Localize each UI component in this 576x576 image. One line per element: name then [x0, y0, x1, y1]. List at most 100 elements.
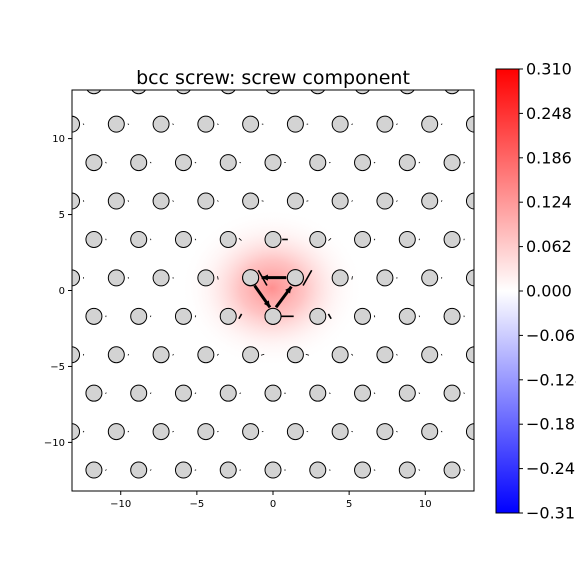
displacement-arrow — [194, 469, 197, 471]
core-atom — [242, 269, 260, 287]
displacement-arrow — [194, 315, 197, 318]
atom — [107, 346, 125, 364]
displacement-arrow — [418, 469, 421, 471]
atom — [376, 192, 394, 210]
atom — [399, 90, 415, 95]
atom — [376, 269, 394, 287]
displacement-arrow — [351, 276, 353, 280]
atom — [197, 192, 215, 210]
core-arrow-head — [285, 286, 292, 294]
colorbar: 0.310 0.248 0.186 0.124 0.062 0.000 −0.062 −0.1… — [495, 60, 576, 523]
displacement-arrow — [194, 238, 197, 241]
atom — [331, 115, 349, 133]
atom — [398, 230, 416, 248]
core-atom — [264, 307, 282, 325]
atom — [72, 346, 81, 364]
atom — [197, 269, 215, 287]
atom — [219, 307, 237, 325]
displacement-arrow — [194, 161, 197, 164]
colorbar-tick-label: 0.248 — [526, 104, 572, 123]
atom — [309, 461, 327, 479]
displacement-arrow — [127, 123, 130, 125]
atom — [286, 115, 304, 133]
atom — [176, 90, 191, 95]
atom — [331, 346, 349, 364]
displacement-arrow — [396, 430, 398, 433]
displacement-arrow — [149, 392, 152, 395]
atom — [174, 154, 192, 172]
colorbar-tick-label: 0.186 — [526, 148, 572, 167]
atom — [286, 346, 304, 364]
atom — [174, 461, 192, 479]
atom — [130, 461, 148, 479]
displacement-arrow — [216, 353, 219, 356]
atom — [421, 115, 439, 133]
core-atom — [286, 269, 304, 287]
atom — [86, 90, 102, 95]
x-tick-label: 10 — [419, 499, 432, 510]
atom — [264, 384, 282, 402]
atom — [219, 461, 237, 479]
atom — [219, 154, 237, 172]
atom — [354, 384, 372, 402]
displacement-arrow — [351, 353, 354, 356]
displacement-arrow — [418, 161, 421, 164]
displacement-arrow — [172, 123, 174, 125]
atom — [286, 423, 304, 441]
atom — [465, 115, 474, 133]
atom — [130, 230, 148, 248]
atom — [443, 384, 461, 402]
atom — [219, 230, 237, 248]
displacement-arrow — [105, 161, 107, 164]
atom — [107, 192, 125, 210]
atom — [309, 307, 327, 325]
atom — [331, 423, 349, 441]
displacement-arrow — [440, 123, 443, 125]
atom — [197, 115, 215, 133]
displacement-arrow — [327, 313, 332, 320]
displacement-arrow — [302, 269, 313, 286]
x-tick-label: 5 — [346, 499, 352, 510]
atom — [444, 90, 460, 95]
atom — [242, 423, 260, 441]
atom — [376, 115, 394, 133]
screw-field-core — [180, 208, 364, 368]
displacement-arrow — [217, 276, 219, 280]
displacement-arrow — [328, 392, 331, 394]
atom — [220, 90, 236, 95]
atom — [309, 154, 327, 172]
atom — [398, 461, 416, 479]
y-tick-label: 10 — [52, 134, 65, 145]
atom-layer — [72, 90, 474, 479]
displacement-arrow — [105, 469, 107, 471]
atom — [72, 269, 81, 287]
x-axis: −10 −5 0 5 10 — [110, 491, 432, 510]
displacement-arrow — [419, 85, 420, 86]
atom — [197, 346, 215, 364]
y-tick-label: −10 — [44, 438, 65, 449]
atom — [355, 90, 370, 95]
atom — [130, 384, 148, 402]
atom — [421, 269, 439, 287]
atom — [107, 269, 125, 287]
x-tick-label: −10 — [110, 499, 131, 510]
atom — [421, 346, 439, 364]
atom — [421, 423, 439, 441]
displacement-arrow — [82, 200, 85, 202]
displacement-arrow — [441, 353, 443, 356]
atom — [443, 307, 461, 325]
atom — [354, 461, 372, 479]
core-arrow-head — [261, 274, 268, 281]
displacement-arrow — [105, 392, 107, 395]
displacement-arrow — [149, 161, 152, 164]
atom — [152, 192, 170, 210]
colorbar-tick-label: −0.248 — [526, 459, 576, 478]
atom — [85, 230, 103, 248]
displacement-arrow — [194, 392, 197, 394]
colorbar-tick-label: −0.310 — [526, 504, 576, 523]
colorbar-tick-label: 0.000 — [526, 282, 572, 301]
atom — [264, 230, 282, 248]
atom — [242, 115, 260, 133]
colorbar-tick-label: −0.186 — [526, 415, 576, 434]
